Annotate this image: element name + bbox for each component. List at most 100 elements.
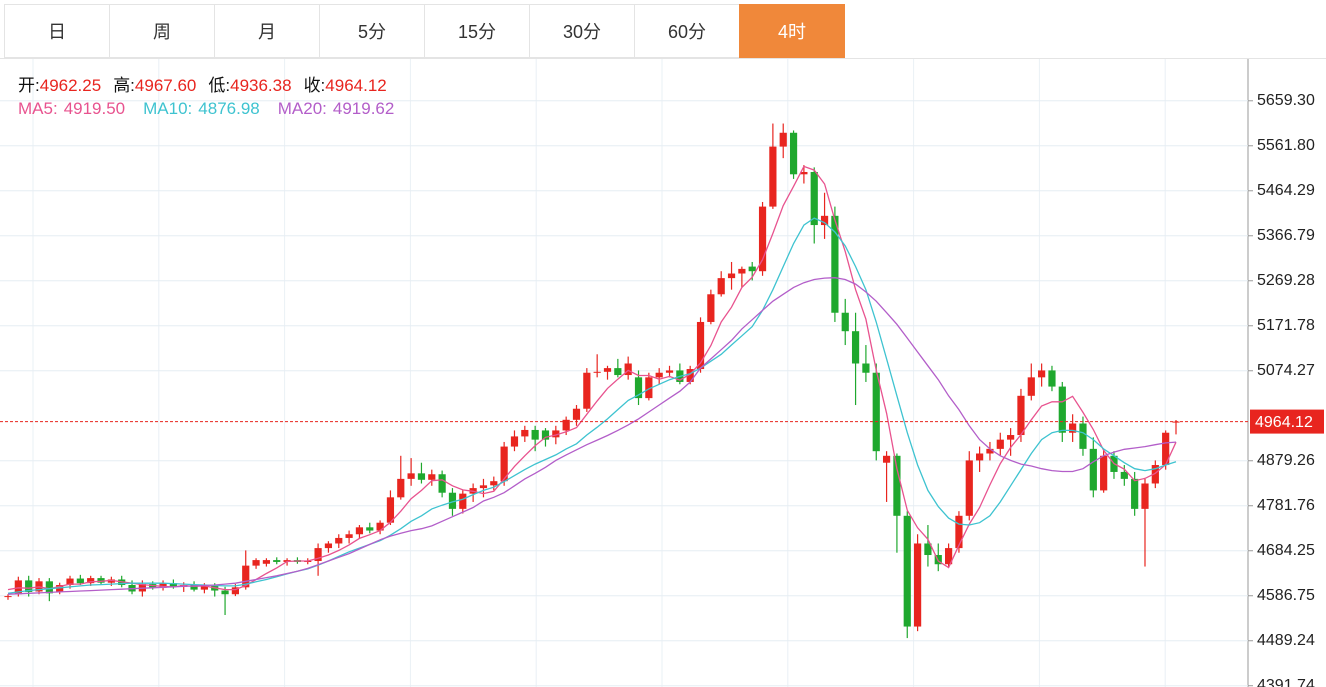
period-tab[interactable]: 4时: [739, 4, 845, 58]
y-tick-label: 4489.24: [1257, 632, 1315, 649]
candle-body: [924, 543, 932, 556]
period-tab[interactable]: 30分: [529, 4, 635, 58]
candle-body: [707, 294, 715, 322]
candle-body: [4, 596, 12, 598]
candle-body: [593, 371, 601, 373]
candle-body: [976, 453, 984, 461]
candle-body: [862, 363, 870, 373]
ohlc-info: 开:4962.25 高:4967.60 低:4936.38 收:4964.12: [18, 71, 399, 96]
candle-body: [572, 408, 581, 420]
info-label: 开:: [18, 76, 40, 95]
candle-body: [810, 171, 818, 226]
candle-body: [500, 446, 508, 482]
candle-body: [748, 266, 756, 272]
candle-body: [231, 587, 239, 595]
info-label: 低:: [208, 76, 231, 95]
period-tab[interactable]: 5分: [319, 4, 425, 58]
candle-body: [717, 278, 725, 295]
candle-body: [1131, 478, 1139, 509]
candle-body: [107, 579, 115, 583]
candle-body: [955, 515, 963, 549]
candle-body: [366, 527, 374, 531]
candle-body: [634, 377, 643, 399]
candle-body: [190, 585, 198, 590]
ma-line: [7, 165, 1177, 591]
candle-body: [583, 372, 591, 409]
candle-body: [1017, 395, 1025, 436]
y-tick-label: 4684.25: [1257, 542, 1315, 559]
period-tab[interactable]: 周: [109, 4, 215, 58]
candle-body: [76, 578, 84, 584]
candle-body: [97, 578, 105, 583]
candle-body: [686, 369, 694, 382]
y-tick-label: 5659.30: [1257, 92, 1315, 109]
y-tick-label: 4391.74: [1257, 677, 1315, 687]
candle-body: [242, 565, 250, 588]
candle-body: [1120, 471, 1128, 479]
candle-body: [521, 429, 529, 437]
current-price-box: [1250, 409, 1324, 434]
candle-body: [562, 419, 570, 431]
y-tick-label: 4586.75: [1257, 587, 1315, 604]
y-tick-label: 4781.76: [1257, 497, 1315, 514]
ma-line: [7, 217, 1177, 594]
candle-body: [407, 473, 415, 479]
candle-body: [986, 448, 994, 454]
period-tab[interactable]: 15分: [424, 4, 530, 58]
candle-body: [1058, 386, 1066, 433]
candle-body: [872, 372, 880, 452]
candle-body: [200, 585, 208, 590]
candle-body: [965, 460, 973, 516]
info-value: 4936.38: [230, 76, 292, 95]
candle-body: [479, 485, 488, 489]
candle-body: [262, 560, 271, 564]
candle-body: [1079, 423, 1087, 449]
candle-body: [45, 581, 53, 594]
candle-body: [769, 146, 777, 207]
candle-body: [438, 474, 446, 493]
candle-body: [1038, 370, 1046, 378]
y-tick-label: 5171.78: [1257, 317, 1315, 334]
candle-body: [490, 481, 498, 486]
candle-body: [448, 492, 457, 509]
candle-body: [221, 590, 229, 595]
candle-body: [87, 578, 95, 584]
candle-body: [1089, 448, 1097, 491]
info-value: 4962.25: [39, 76, 102, 95]
period-tabs: 日周月 5分 15分 30分 60分 4时: [4, 4, 845, 58]
candle-body: [541, 430, 550, 440]
legend-value: 4876.98: [198, 99, 260, 118]
candle-body: [738, 268, 746, 274]
period-tab[interactable]: 60分: [634, 4, 740, 58]
period-tab[interactable]: 月: [214, 4, 320, 58]
candle-body: [386, 497, 395, 523]
candle-body: [314, 548, 322, 562]
candle-body: [335, 537, 343, 544]
candle-body: [355, 527, 364, 535]
candle-body: [779, 132, 787, 147]
candle-body: [603, 368, 612, 372]
candle-body: [417, 473, 426, 480]
candle-body: [56, 585, 64, 592]
info-value: 4964.12: [325, 76, 387, 95]
candle-body: [510, 436, 519, 447]
candle-body: [1141, 483, 1149, 509]
candle-body: [614, 368, 622, 376]
candle-body: [945, 548, 953, 565]
candle-body: [531, 429, 539, 440]
candle-body: [1048, 370, 1056, 387]
ma-legend: MA5: 4919.50 MA10: 4876.98 MA20: 4919.62: [18, 99, 412, 119]
ma-line: [7, 277, 1177, 595]
legend-name: MA20:: [277, 99, 327, 118]
candle-body: [665, 370, 674, 373]
candle-body: [1162, 432, 1170, 466]
candle-body: [913, 543, 922, 627]
legend-name: MA5:: [18, 99, 58, 118]
candle-body: [1151, 465, 1159, 484]
period-tab[interactable]: 日: [4, 4, 110, 58]
y-tick-label: 5464.29: [1257, 182, 1315, 199]
candle-body: [169, 583, 177, 587]
candle-body: [893, 455, 901, 516]
info-value: 4967.60: [134, 76, 197, 95]
